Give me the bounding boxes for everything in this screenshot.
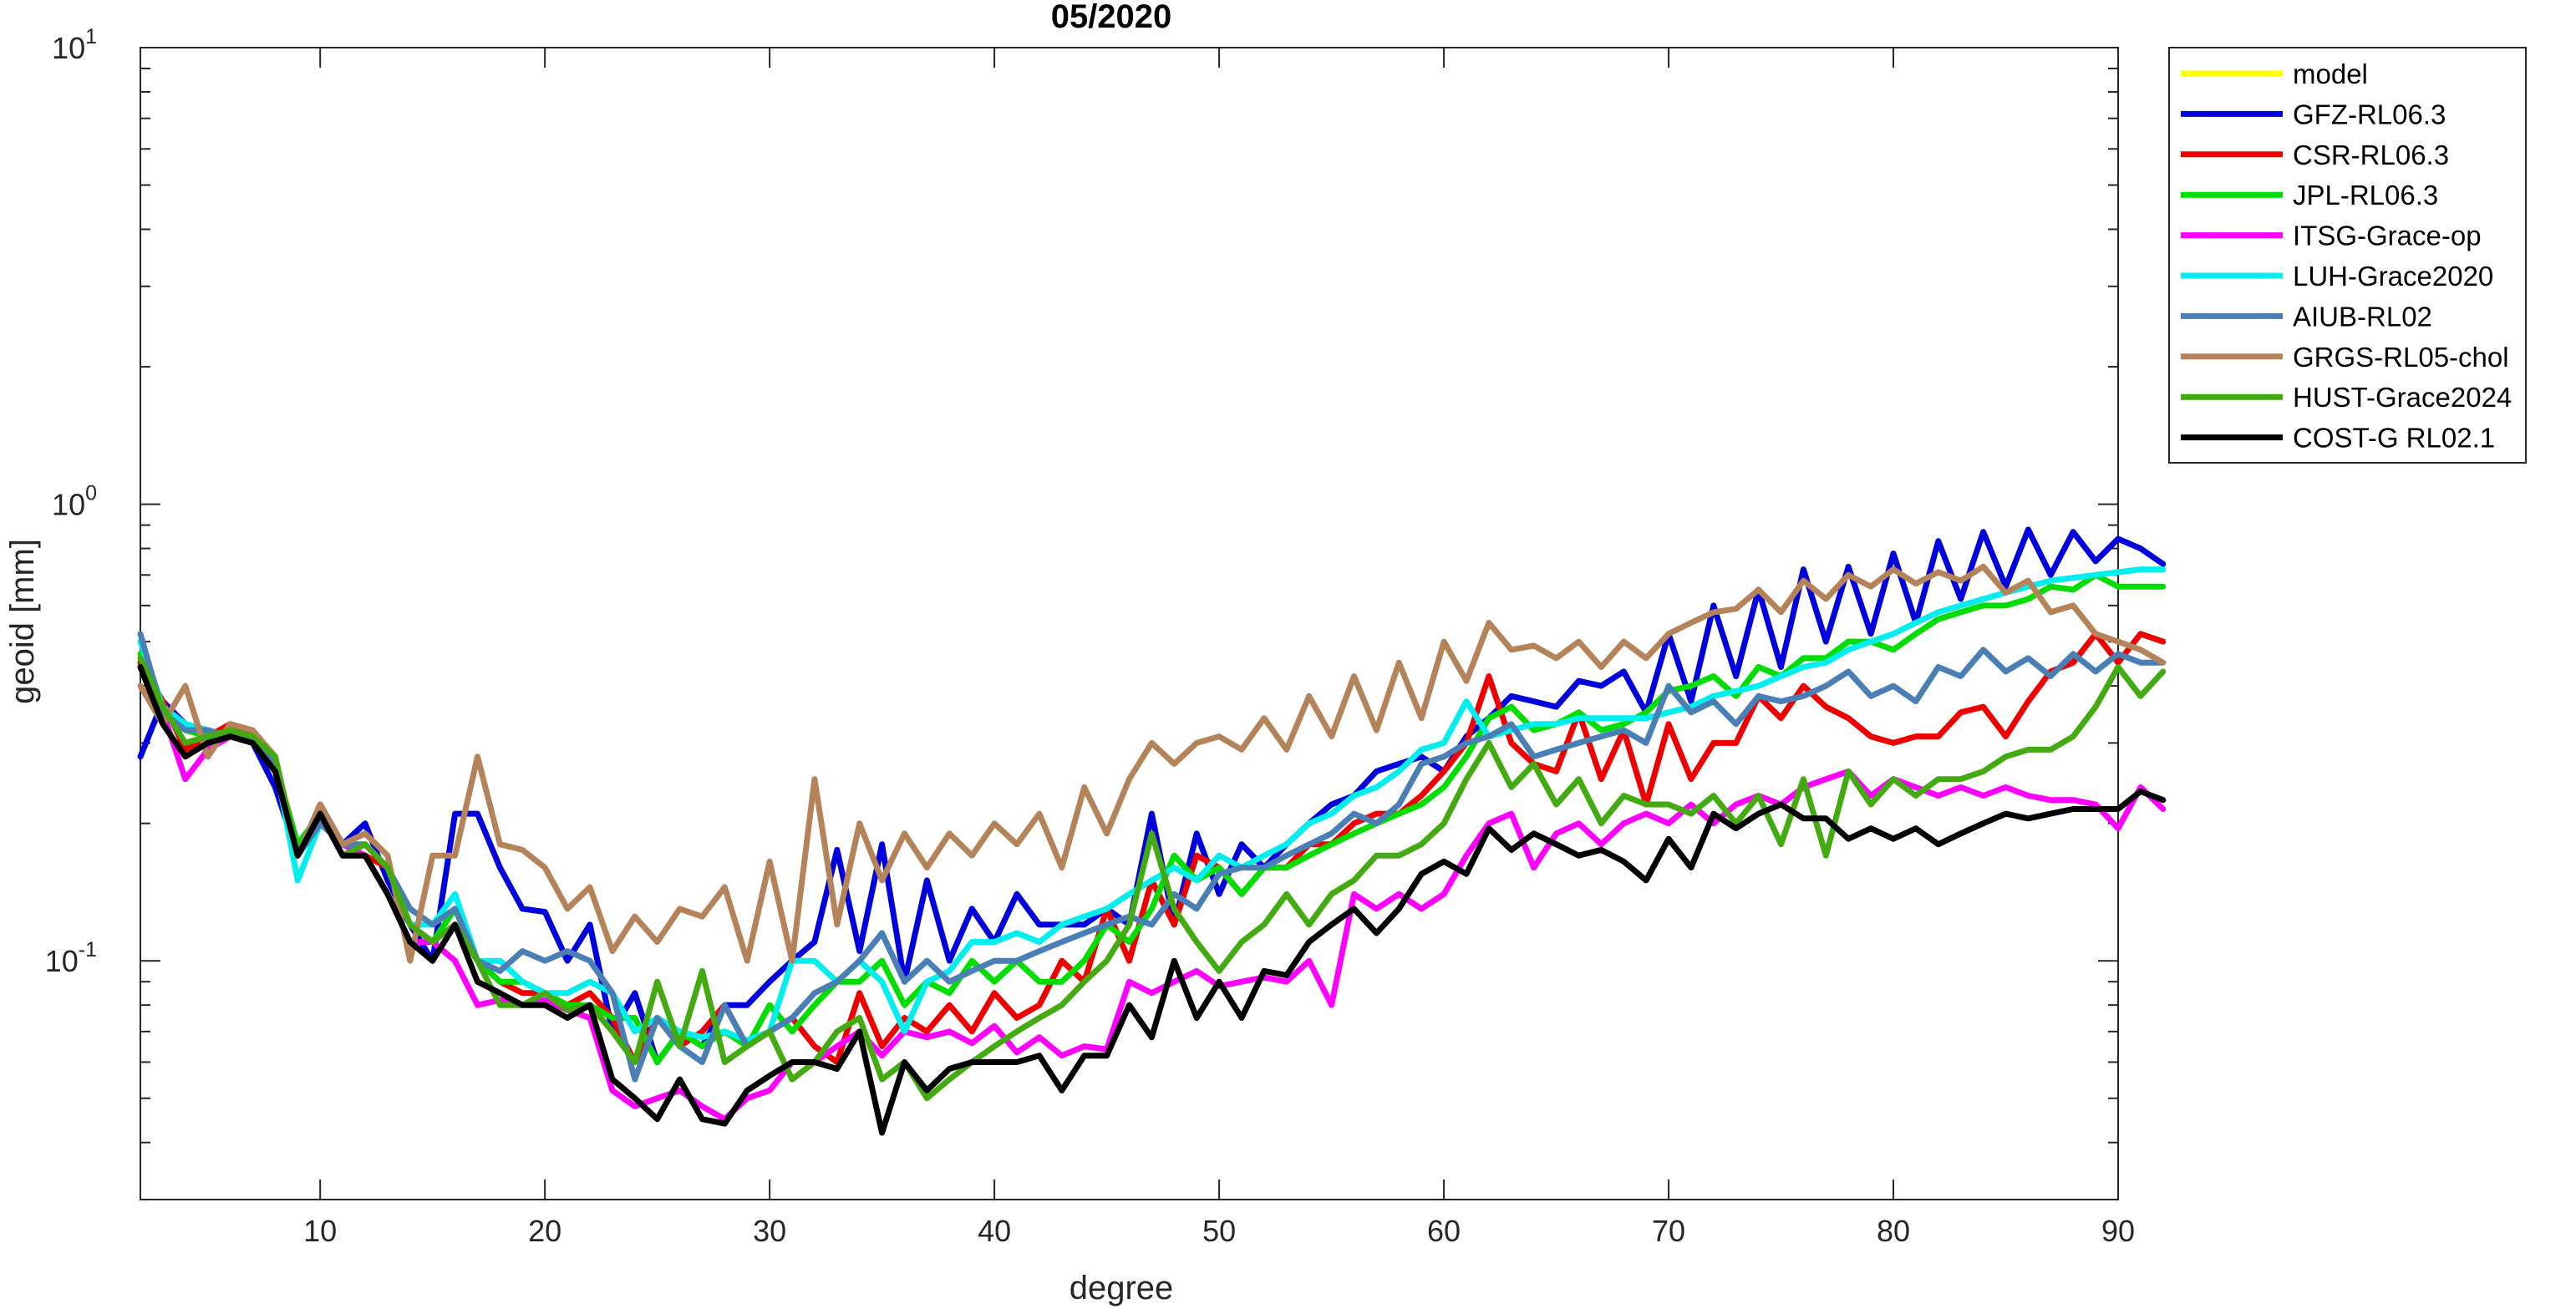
legend-label: GFZ-RL06.3 — [2293, 99, 2446, 129]
legend-entry: AIUB-RL02 — [2181, 301, 2432, 332]
legend-label: CSR-RL06.3 — [2293, 140, 2449, 170]
series-line-itsg-grace-op — [137, 664, 2167, 1123]
series-line-gfz-rl06-3 — [137, 526, 2167, 1065]
series-lines — [137, 526, 2167, 1136]
series-line-grgs-rl05-chol — [137, 563, 2167, 964]
legend-entry: CSR-RL06.3 — [2181, 140, 2449, 170]
chart-title: 05/2020 — [1051, 0, 1172, 35]
x-tick-labels: 10 20 30 40 50 60 70 80 90 — [303, 1214, 2135, 1248]
legend-label: ITSG-Grace-op — [2293, 221, 2482, 251]
axis-ticks — [140, 47, 2119, 1200]
x-tick-label: 90 — [2101, 1214, 2135, 1248]
legend-label: GRGS-RL05-chol — [2293, 342, 2509, 373]
legend-label: COST-G RL02.1 — [2293, 423, 2495, 454]
x-tick-label: 60 — [1427, 1214, 1461, 1248]
x-tick-label: 40 — [978, 1214, 1011, 1248]
y-tick-label: 100 — [52, 482, 97, 522]
legend-entry: model — [2181, 58, 2368, 89]
legend-label: AIUB-RL02 — [2293, 301, 2432, 332]
x-tick-label: 50 — [1202, 1214, 1236, 1248]
legend-label: HUST-Grace2024 — [2293, 382, 2512, 413]
legend-entry: ITSG-Grace-op — [2181, 221, 2482, 251]
legend-entry: COST-G RL02.1 — [2181, 423, 2495, 454]
series-line-hust-grace2024 — [137, 655, 2167, 1102]
x-tick-label: 80 — [1877, 1214, 1910, 1248]
x-tick-label: 10 — [303, 1214, 337, 1248]
legend-entry: JPL-RL06.3 — [2181, 180, 2438, 211]
x-tick-label: 20 — [528, 1214, 561, 1248]
x-tick-label: 70 — [1652, 1214, 1685, 1248]
legend-label: LUH-Grace2020 — [2293, 261, 2493, 292]
y-tick-label: 101 — [52, 25, 97, 65]
legend-entry: GFZ-RL06.3 — [2181, 99, 2446, 129]
y-tick-labels: 10-1 100 101 — [45, 25, 97, 978]
legend: model GFZ-RL06.3 CSR-RL06.3 JPL-RL06.3 ITSG-… — [2168, 47, 2527, 464]
series-line-cost-g-rl02-1 — [137, 664, 2167, 1136]
legend-entry: GRGS-RL05-chol — [2181, 342, 2509, 373]
y-axis-label: geoid [mm] — [4, 539, 41, 704]
legend-label: model — [2293, 58, 2368, 89]
x-tick-label: 30 — [753, 1214, 786, 1248]
y-tick-label: 10-1 — [45, 938, 97, 978]
legend-entry: LUH-Grace2020 — [2181, 261, 2493, 292]
legend-entry: HUST-Grace2024 — [2181, 382, 2512, 413]
plot-area — [137, 47, 2167, 1200]
legend-label: JPL-RL06.3 — [2293, 180, 2438, 211]
x-axis-label: degree — [1070, 1270, 1174, 1306]
